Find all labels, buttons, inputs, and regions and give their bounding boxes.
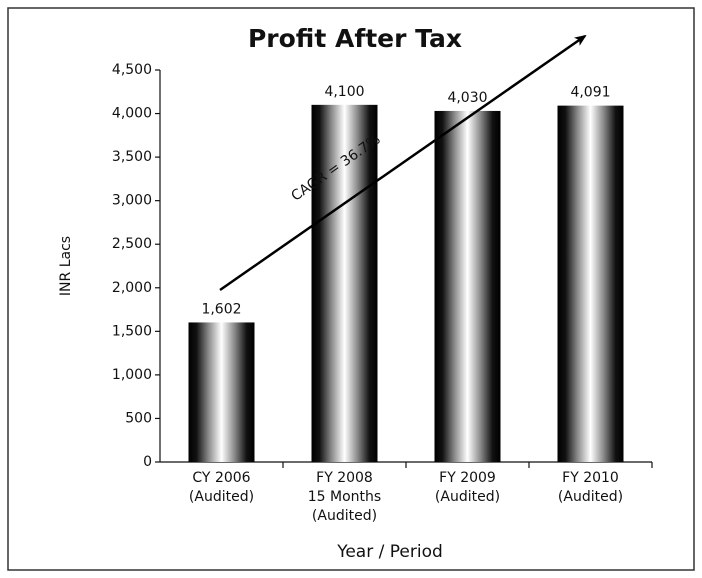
value-label: 4,030 <box>447 90 487 106</box>
bar <box>311 104 378 462</box>
x-tick-label: FY 2010 (Audited) <box>558 470 623 505</box>
y-tick-label: 0 <box>143 454 152 470</box>
value-label: 4,091 <box>570 85 610 101</box>
y-tick-label: 4,000 <box>112 106 152 122</box>
value-label: 1,602 <box>201 301 241 317</box>
bar <box>188 322 255 462</box>
cagr-arrow <box>219 34 587 292</box>
x-tick-label: FY 2009 (Audited) <box>435 470 500 505</box>
y-tick-label: 3,000 <box>112 193 152 209</box>
y-tick-label: 2,000 <box>112 280 152 296</box>
bar <box>557 105 624 462</box>
y-tick-label: 1,500 <box>112 323 152 339</box>
y-tick-label: 500 <box>125 410 152 426</box>
value-label: 4,100 <box>324 84 364 100</box>
x-tick-label: CY 2006 (Audited) <box>189 470 254 505</box>
x-tick-label: FY 2008 15 Months (Audited) <box>308 470 381 524</box>
frame <box>7 7 695 571</box>
bar <box>434 110 501 462</box>
y-tick-label: 4,500 <box>112 62 152 78</box>
y-tick-label: 2,500 <box>112 236 152 252</box>
y-tick-label: 1,000 <box>112 367 152 383</box>
y-tick-label: 3,500 <box>112 149 152 165</box>
y-axis-title: INR Lacs <box>58 236 74 296</box>
chart-title: Profit After Tax <box>248 24 462 53</box>
x-axis-title: Year / Period <box>336 542 443 562</box>
